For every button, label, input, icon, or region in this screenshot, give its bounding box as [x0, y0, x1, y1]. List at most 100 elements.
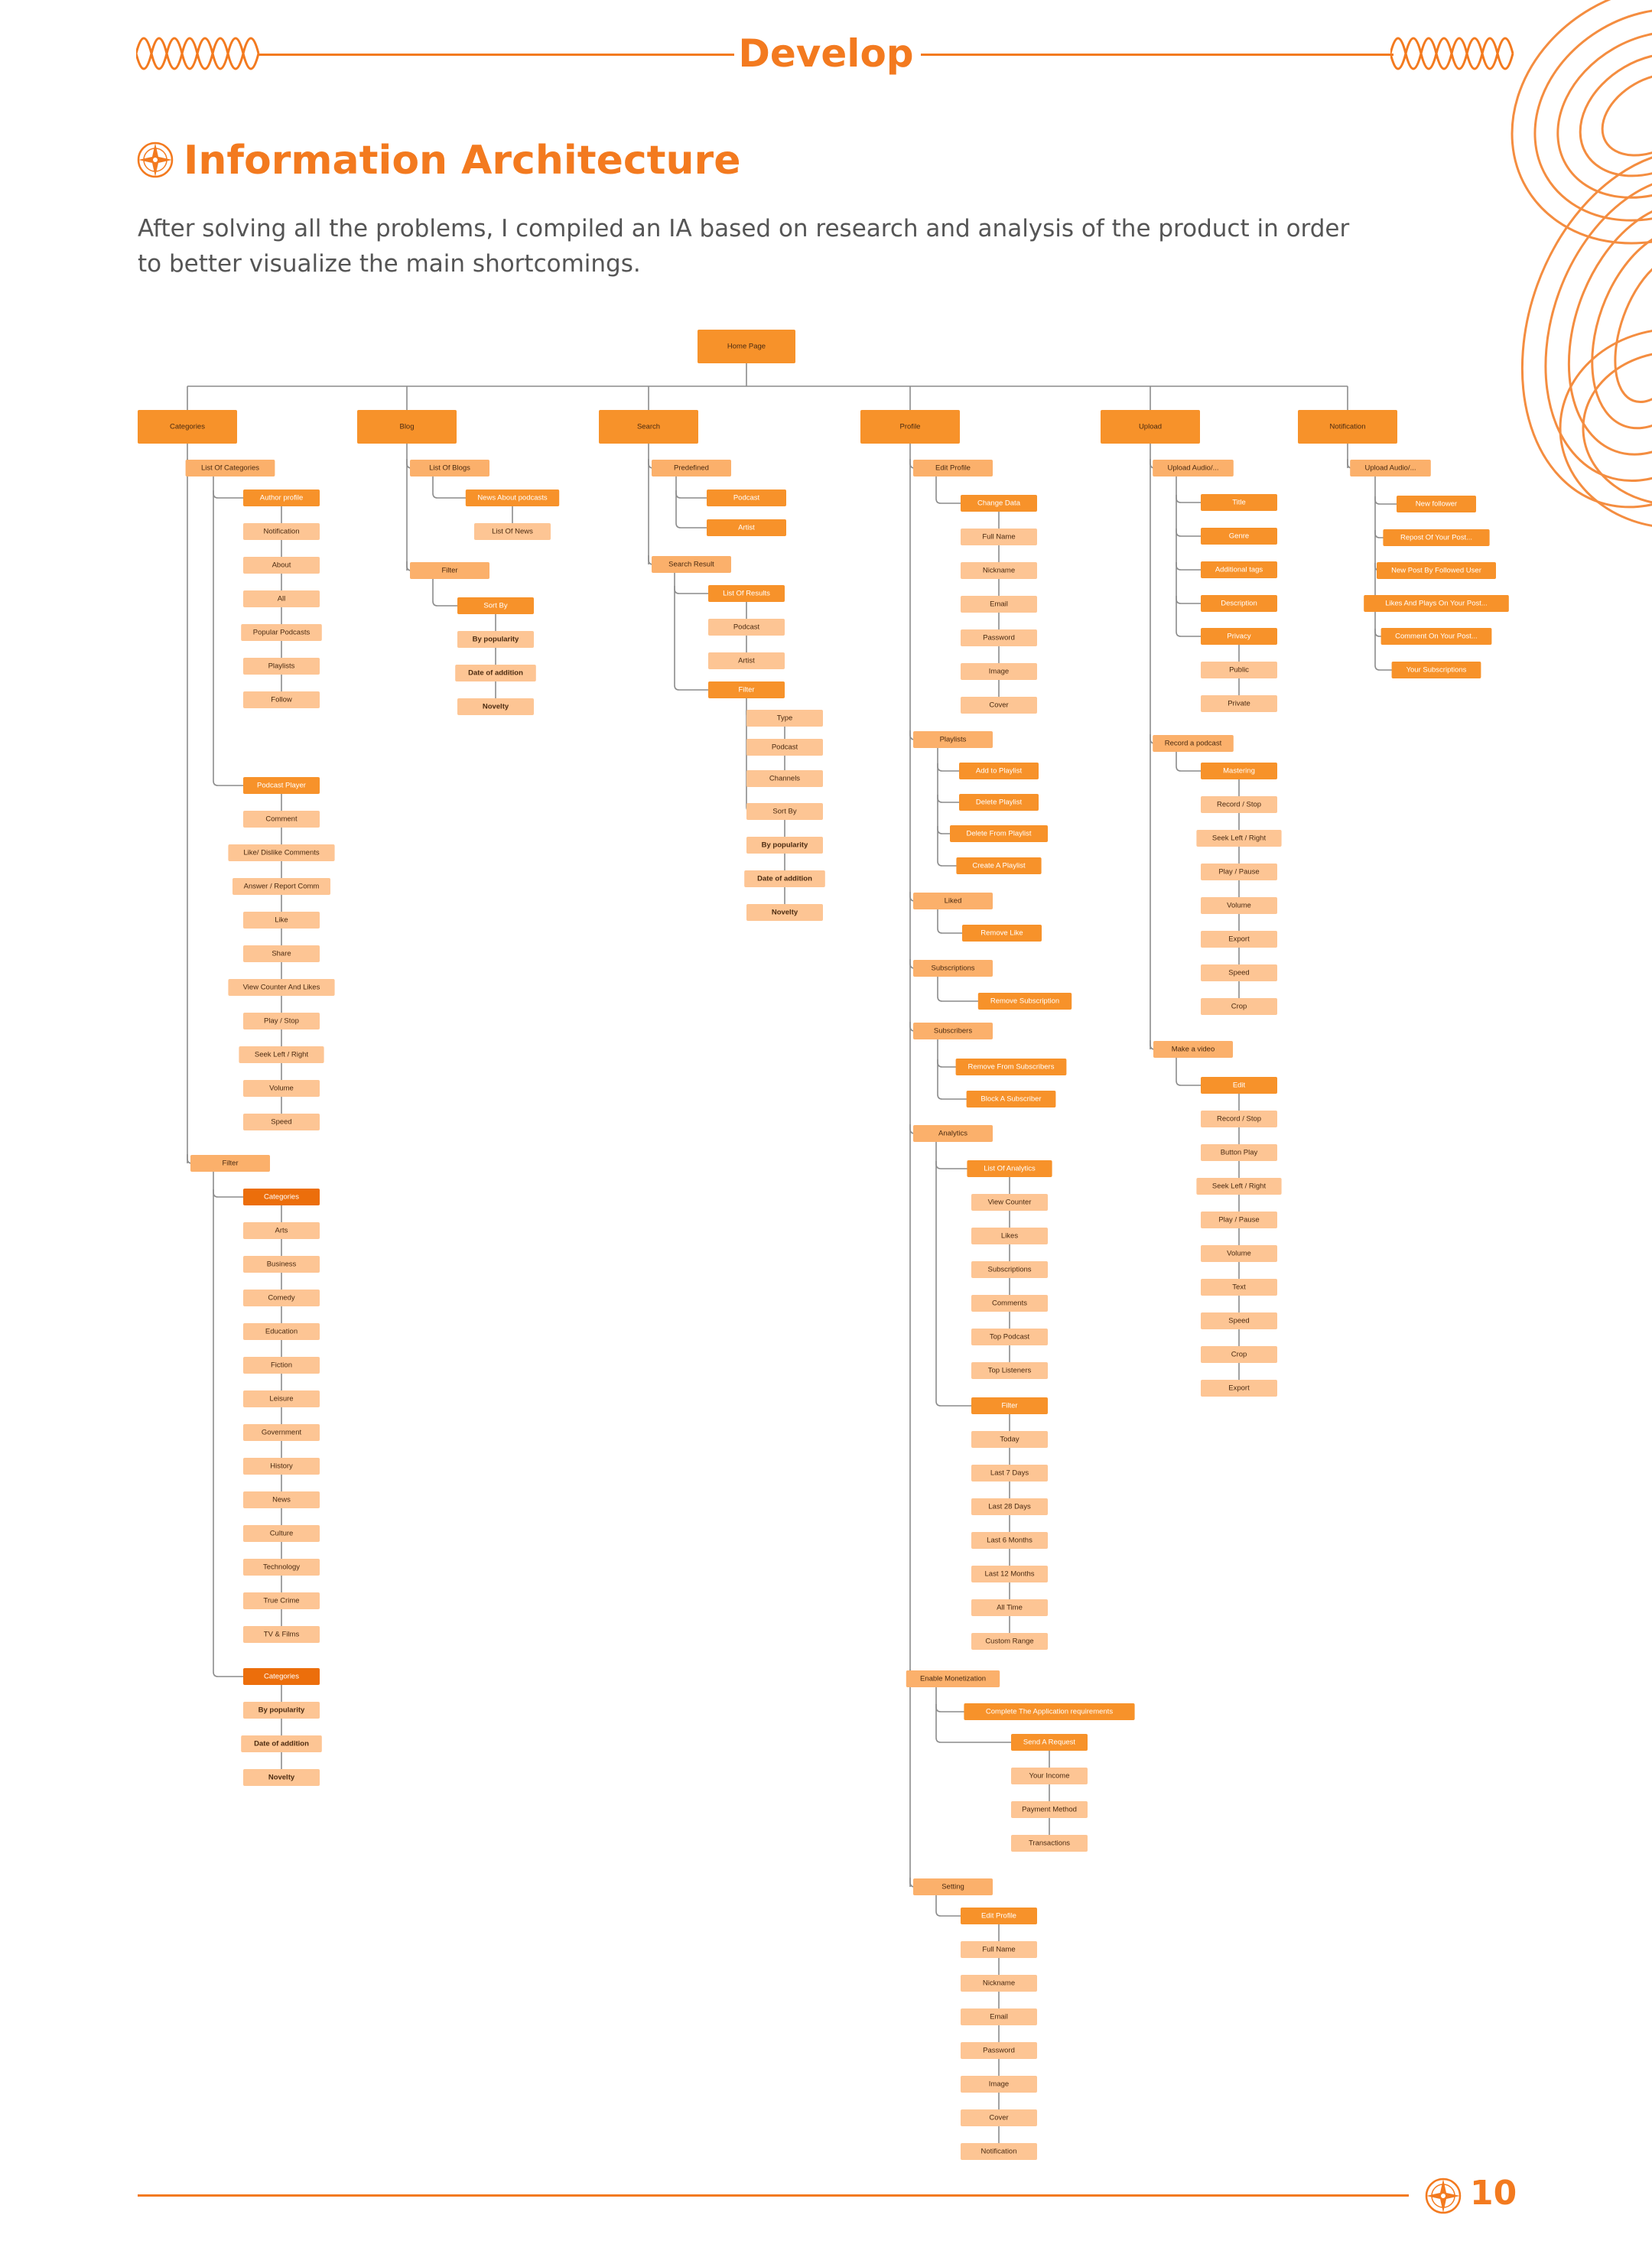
- page-number: 10: [1470, 2174, 1517, 2213]
- item-crop-box: [1201, 1346, 1277, 1363]
- item-export: Export: [1201, 1380, 1277, 1397]
- group-description-label: Description: [1221, 600, 1257, 608]
- item-last-7-days: Last 7 Days: [971, 1465, 1048, 1482]
- node-liked: Liked: [913, 893, 993, 909]
- item-notification-box: [243, 523, 320, 540]
- item-speed: Speed: [1201, 1312, 1277, 1329]
- item-fiction-label: Fiction: [271, 1361, 292, 1370]
- group-complete-the-application-requirements: Complete The Application requirements: [964, 1703, 1135, 1720]
- connector-elbow: [935, 1735, 1011, 1743]
- leaf-create-a-playlist: Create A Playlist: [956, 857, 1042, 874]
- item-top-listeners-label: Top Listeners: [988, 1367, 1032, 1375]
- item-image-box: [961, 2076, 1037, 2093]
- item-record-stop-label: Record / Stop: [1217, 801, 1261, 809]
- leaf-your-subscriptions-box: [1391, 662, 1481, 678]
- item-email: Email: [961, 596, 1037, 613]
- leaf-block-a-subscriber-label: Block A Subscriber: [980, 1095, 1041, 1104]
- group-edit-profile-box: [961, 1908, 1037, 1924]
- item-payment-method-label: Payment Method: [1022, 1806, 1077, 1814]
- item-button-play-label: Button Play: [1221, 1149, 1258, 1157]
- node-make-a-video: Make a video: [1153, 1041, 1233, 1058]
- item-seek-left-right-label: Seek Left / Right: [1212, 1182, 1267, 1191]
- item-full-name-label: Full Name: [982, 533, 1015, 542]
- node-subscribers-label: Subscribers: [934, 1027, 972, 1036]
- item-your-income: Your Income: [1011, 1768, 1088, 1784]
- group-privacy: Privacy: [1201, 628, 1277, 645]
- item-play-pause: Play / Pause: [1201, 1212, 1277, 1228]
- column-categories: Categories: [138, 410, 237, 444]
- group-mastering-label: Mastering: [1223, 767, 1255, 776]
- item-sort-by-label: Sort By: [772, 808, 796, 816]
- group-title: Title: [1201, 494, 1277, 511]
- item-by-popularity-label: By popularity: [473, 636, 519, 644]
- item-view-counter-and-likes-box: [228, 979, 335, 996]
- leaf-remove-subscription: Remove Subscription: [977, 993, 1072, 1010]
- item-subscriptions-label: Subscriptions: [987, 1266, 1031, 1274]
- group-filter-label: Filter: [738, 686, 754, 694]
- leaf-new-post-by-followed-user-label: New Post By Followed User: [1391, 567, 1481, 575]
- item-last-12-months: Last 12 Months: [971, 1566, 1048, 1582]
- leaf-block-a-subscriber: Block A Subscriber: [966, 1091, 1056, 1107]
- item-cover-box: [961, 2109, 1037, 2126]
- item-fiction: Fiction: [243, 1357, 320, 1374]
- item-last-12-months-label: Last 12 Months: [985, 1570, 1035, 1579]
- item-speed-box: [1201, 964, 1277, 981]
- group-description: Description: [1201, 595, 1277, 612]
- item-all: All: [243, 590, 320, 607]
- item-popular-podcasts-box: [241, 624, 322, 641]
- item-speed-box: [243, 1114, 320, 1130]
- item-last-28-days: Last 28 Days: [971, 1498, 1048, 1515]
- leaf-new-follower-label: New follower: [1416, 500, 1457, 509]
- item-custom-range-label: Custom Range: [985, 1638, 1033, 1646]
- item-image-label: Image: [989, 668, 1009, 676]
- leaf-add-to-playlist: Add to Playlist: [959, 763, 1039, 779]
- item-answer-report-comm-box: [233, 878, 330, 895]
- node-subscriptions: Subscriptions: [913, 960, 993, 977]
- item-history: History: [243, 1458, 320, 1475]
- intro-paragraph: After solving all the problems, I compil…: [138, 215, 1350, 278]
- item-podcast: Podcast: [708, 619, 785, 636]
- item-volume: Volume: [243, 1080, 320, 1097]
- leaf-remove-from-subscribers-box: [955, 1059, 1067, 1075]
- group-change-data: Change Data: [961, 495, 1037, 512]
- item-podcast-box: [708, 619, 785, 636]
- item-by-popularity-box: [457, 631, 534, 648]
- leaf-new-follower-box: [1397, 496, 1476, 512]
- node-upload-audio-box: [1153, 460, 1234, 476]
- section-title: Information Architecture: [184, 138, 741, 184]
- item-tv-films-box: [243, 1626, 320, 1643]
- footer-rule: [138, 2194, 1409, 2197]
- item-top-listeners-box: [971, 1362, 1048, 1379]
- item-play-pause: Play / Pause: [1201, 864, 1277, 880]
- column-notification-box: [1298, 410, 1397, 444]
- item-view-counter-and-likes: View Counter And Likes: [228, 979, 335, 996]
- item-button-play: Button Play: [1201, 1144, 1277, 1161]
- group-complete-the-application-requirements-box: [964, 1703, 1135, 1720]
- node-upload-audio-label: Upload Audio/...: [1364, 464, 1416, 473]
- item-play-pause-box: [1201, 1212, 1277, 1228]
- item-nickname-box: [961, 562, 1037, 579]
- group-sort-by: Sort By: [457, 597, 534, 614]
- item-channels: Channels: [746, 770, 823, 787]
- group-categories: Categories: [243, 1189, 320, 1205]
- node-filter: Filter: [410, 562, 489, 579]
- node-setting: Setting: [913, 1878, 993, 1895]
- item-comment-label: Comment: [265, 815, 298, 824]
- item-password: Password: [961, 629, 1037, 646]
- item-by-popularity-box: [243, 1702, 320, 1719]
- item-top-podcast-box: [971, 1329, 1048, 1345]
- item-comments: Comments: [971, 1295, 1048, 1312]
- leaf-likes-and-plays-on-your-post-box: [1364, 595, 1509, 612]
- item-image-box: [961, 663, 1037, 680]
- node-playlists-box: [913, 731, 993, 748]
- leaf-repost-of-your-post: Repost Of Your Post...: [1383, 529, 1490, 546]
- item-likes-label: Likes: [1001, 1232, 1018, 1241]
- item-view-counter-and-likes-label: View Counter And Likes: [243, 984, 320, 992]
- item-likes: Likes: [971, 1228, 1048, 1244]
- item-full-name-label: Full Name: [982, 1946, 1015, 1954]
- item-leisure: Leisure: [243, 1390, 320, 1407]
- group-filter-label: Filter: [1001, 1402, 1017, 1410]
- group-description-box: [1201, 595, 1277, 612]
- item-seek-left-right-box: [1196, 830, 1282, 847]
- connector-elbow: [213, 490, 243, 499]
